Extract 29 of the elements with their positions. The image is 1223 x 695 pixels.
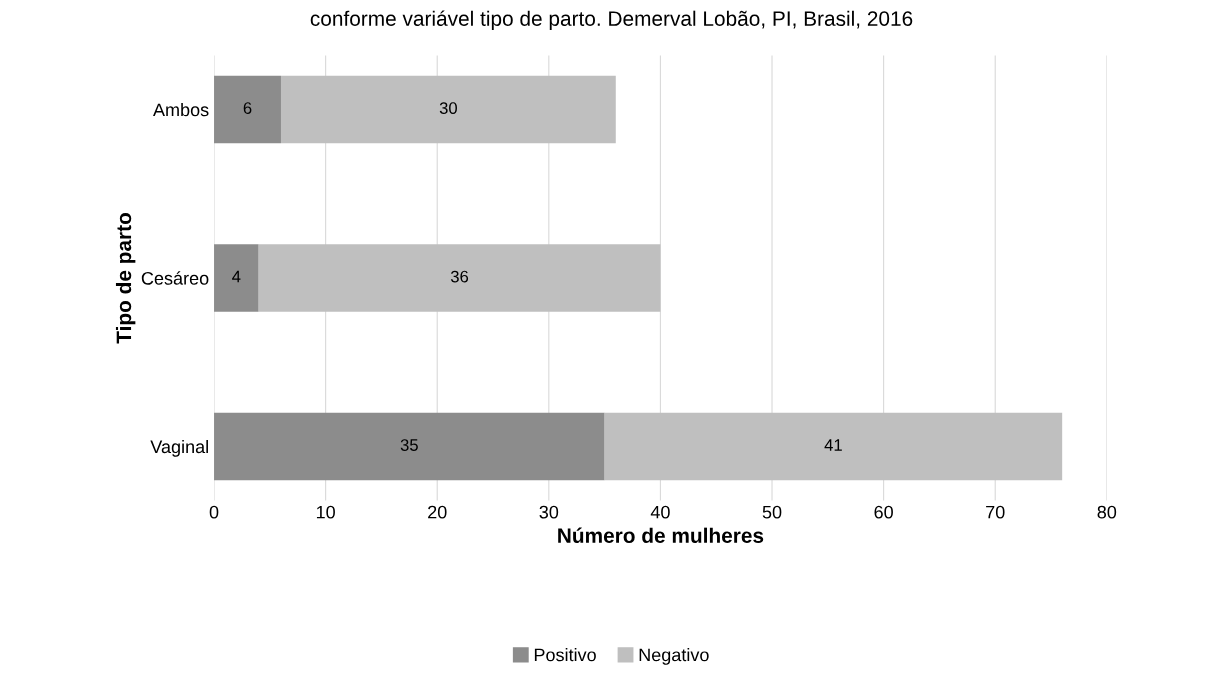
x-tick-label: 50 bbox=[762, 505, 782, 519]
x-tick-label: 30 bbox=[539, 505, 559, 519]
legend-label: Positivo bbox=[534, 648, 596, 662]
data-label: 30 bbox=[439, 102, 457, 114]
data-label: 41 bbox=[824, 439, 842, 451]
bar bbox=[258, 244, 661, 312]
x-tick-label: 0 bbox=[209, 505, 219, 519]
bar bbox=[214, 75, 281, 144]
bar bbox=[214, 244, 259, 312]
y-tick-label: Vaginal bbox=[150, 439, 208, 457]
x-tick-label: 10 bbox=[316, 505, 335, 519]
bar bbox=[280, 75, 616, 144]
legend-label: Negativo bbox=[639, 648, 709, 665]
x-tick-label: 40 bbox=[650, 505, 670, 519]
x-tick-label: 80 bbox=[1097, 505, 1117, 519]
y-tick-label: Cesáreo bbox=[141, 271, 209, 285]
data-label: 35 bbox=[400, 439, 418, 451]
x-axis-title: Número de mulheres bbox=[558, 527, 764, 543]
y-tick-label: Ambos bbox=[153, 102, 209, 117]
bar bbox=[604, 412, 1063, 481]
x-tick-label: 70 bbox=[986, 505, 1005, 519]
data-label: 4 bbox=[232, 270, 241, 283]
data-label: 36 bbox=[450, 270, 469, 283]
data-label: 6 bbox=[243, 102, 252, 114]
bar bbox=[214, 412, 605, 481]
chart-title: conforme variável tipo de parto. Demerval Lobão, PI, Brasil, 2016 bbox=[310, 10, 913, 31]
x-tick-label: 20 bbox=[428, 505, 447, 519]
y-axis-title: Tipo de parto bbox=[115, 213, 136, 344]
x-tick-label: 60 bbox=[874, 505, 893, 519]
